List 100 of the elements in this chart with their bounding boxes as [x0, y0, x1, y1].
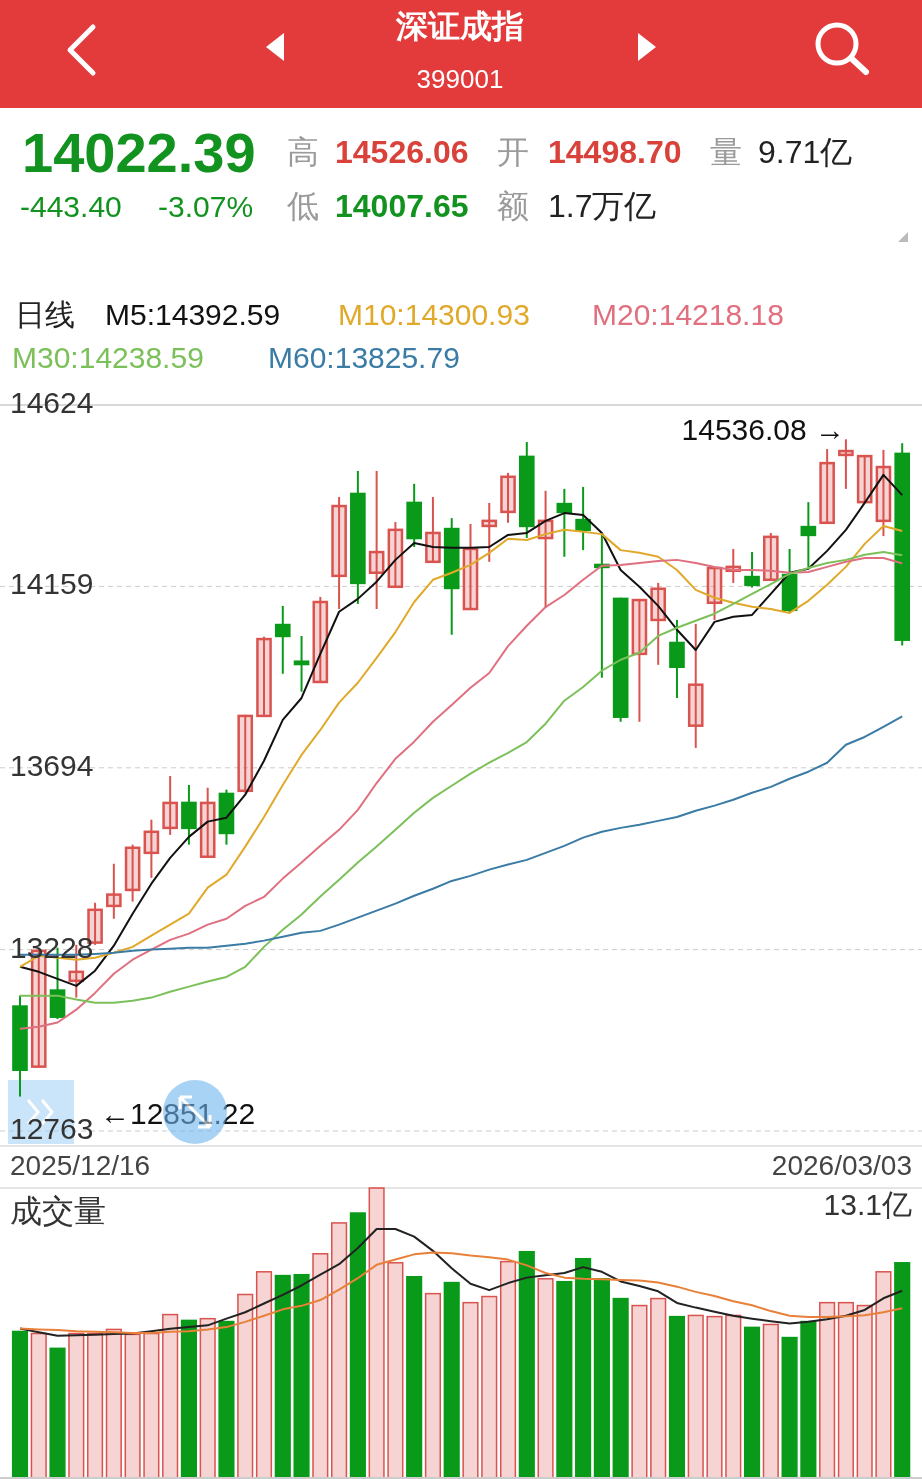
- text: -443.40: [20, 190, 122, 223]
- bar: [443, 1281, 460, 1479]
- bar: [743, 1326, 761, 1479]
- y-tick-label: 14624: [10, 385, 94, 419]
- bar: [331, 1222, 348, 1479]
- bar: [368, 1187, 385, 1479]
- candlestick: [650, 581, 667, 666]
- bar: [124, 1333, 141, 1479]
- bar: [105, 1328, 122, 1479]
- bar: [199, 1317, 216, 1479]
- bar: [237, 1293, 254, 1479]
- candlestick: [856, 454, 873, 504]
- bar: [49, 1347, 66, 1479]
- bar: [180, 1319, 197, 1479]
- bar: [518, 1250, 535, 1479]
- bar: [875, 1271, 892, 1479]
- candlestick: [162, 775, 178, 836]
- bar: [30, 1332, 47, 1479]
- chart-title: 成交量: [10, 1193, 106, 1229]
- bar: [706, 1315, 723, 1479]
- bar: [499, 1260, 517, 1479]
- text: 14526.06: [335, 134, 469, 170]
- bar: [424, 1292, 442, 1479]
- bar: [556, 1280, 573, 1479]
- bar: [11, 1330, 29, 1479]
- bar: [387, 1262, 404, 1479]
- text: 开: [497, 134, 529, 170]
- candlestick: [687, 622, 704, 749]
- bar: [218, 1320, 235, 1479]
- text: 2026/03/03: [771, 1150, 912, 1181]
- candlestick: [199, 786, 216, 858]
- candlestick: [106, 862, 122, 920]
- candlestick: [124, 843, 141, 903]
- candlestick: [387, 521, 404, 589]
- candlestick: [462, 522, 479, 611]
- candlestick: [744, 551, 760, 589]
- candlestick: [274, 604, 291, 675]
- y-tick-label: 13694: [10, 748, 94, 782]
- bar: [781, 1336, 798, 1479]
- bar: [819, 1301, 836, 1479]
- candlestick: [331, 496, 347, 611]
- text: 14498.70: [548, 134, 682, 170]
- bar: [650, 1297, 667, 1479]
- text: 1.7万亿: [548, 188, 657, 224]
- annotation: 14536.08 →: [681, 413, 845, 446]
- text: 14007.65: [335, 188, 469, 224]
- candlestick: [819, 448, 835, 525]
- candlestick: [838, 438, 854, 490]
- text: -3.07%: [158, 190, 254, 223]
- candlestick: [800, 501, 817, 568]
- bar: [406, 1276, 423, 1479]
- bar: [894, 1262, 911, 1479]
- candlestick: [368, 469, 385, 611]
- bar: [687, 1314, 704, 1479]
- candlestick: [631, 597, 648, 723]
- candlestick: [425, 496, 441, 564]
- bar: [612, 1297, 629, 1479]
- candlestick: [500, 471, 516, 524]
- candlestick: [312, 595, 329, 684]
- text: M30:14238.59: [12, 341, 204, 374]
- bar: [575, 1257, 592, 1479]
- bar: [293, 1273, 310, 1479]
- bar: [349, 1212, 366, 1479]
- bar: [481, 1295, 498, 1479]
- bar: [255, 1271, 273, 1479]
- candlestick: [556, 487, 573, 558]
- bar: [87, 1332, 104, 1479]
- bar: [631, 1304, 648, 1479]
- candlestick: [256, 635, 272, 718]
- bar: [462, 1301, 479, 1479]
- candlestick: [875, 448, 892, 538]
- text: 低: [287, 188, 319, 224]
- candlestick: [763, 531, 779, 582]
- candlestick: [481, 501, 498, 563]
- text: M20:14218.18: [592, 298, 784, 331]
- bar: [800, 1320, 817, 1479]
- candlestick: [237, 713, 254, 794]
- text: 2025/12/16: [10, 1150, 151, 1181]
- bar: [274, 1274, 291, 1479]
- legend-title: 日线: [15, 298, 75, 331]
- bar: [762, 1323, 779, 1479]
- candlestick: [575, 485, 591, 552]
- bar: [68, 1332, 85, 1479]
- bar: [162, 1313, 179, 1479]
- text: 额: [497, 188, 529, 224]
- text: M5:14392.59: [105, 298, 281, 331]
- text: M60:13825.79: [268, 341, 460, 374]
- bar: [856, 1304, 873, 1479]
- candlestick: [669, 618, 685, 699]
- bar: [312, 1253, 329, 1479]
- bar: [837, 1301, 854, 1479]
- bar: [143, 1332, 160, 1479]
- text: 深证成指: [395, 8, 524, 44]
- bar: [593, 1278, 610, 1479]
- y-tick-label: 12763: [10, 1111, 94, 1145]
- text: 14022.39: [22, 121, 256, 184]
- bar: [537, 1278, 554, 1479]
- bar: [668, 1315, 686, 1479]
- bar: [725, 1314, 742, 1479]
- candlestick: [143, 818, 160, 879]
